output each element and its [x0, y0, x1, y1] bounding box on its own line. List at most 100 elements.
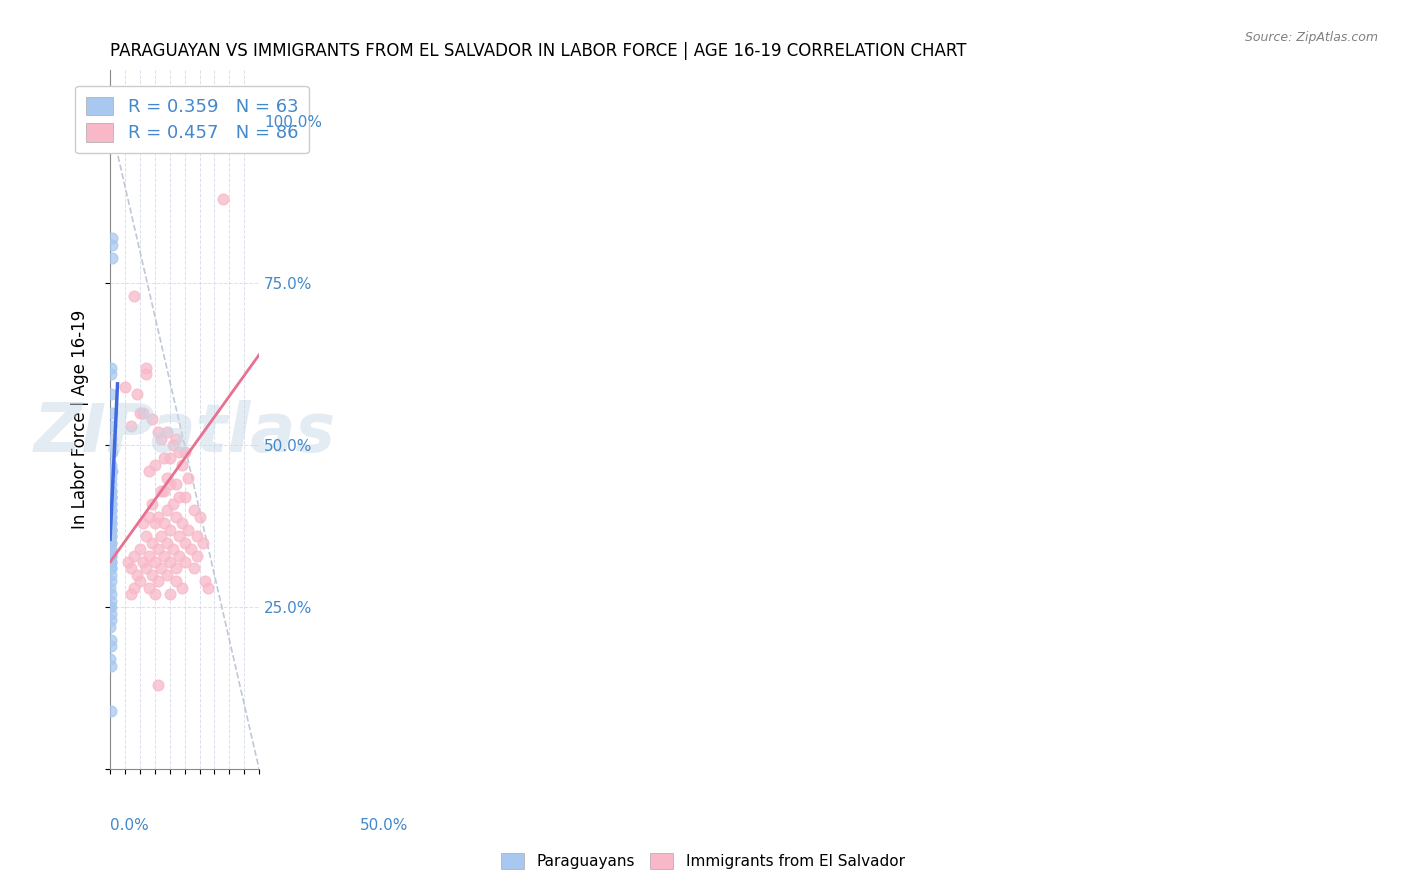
- Point: [141, 497, 163, 511]
- Point: [149, 483, 172, 498]
- Point: [122, 289, 145, 303]
- Point: [100, 561, 122, 575]
- Point: [100, 490, 122, 504]
- Point: [100, 509, 122, 524]
- Point: [141, 568, 163, 582]
- Point: [167, 549, 190, 563]
- Point: [100, 509, 122, 524]
- Point: [156, 535, 179, 549]
- Y-axis label: In Labor Force | Age 16-19: In Labor Force | Age 16-19: [72, 310, 89, 529]
- Point: [100, 549, 122, 563]
- Point: [138, 549, 160, 563]
- Point: [100, 438, 122, 452]
- Point: [165, 477, 187, 491]
- Point: [100, 490, 122, 504]
- Text: 50.0%: 50.0%: [360, 818, 408, 833]
- Point: [100, 464, 122, 478]
- Point: [100, 128, 122, 142]
- Point: [152, 483, 174, 498]
- Point: [128, 574, 150, 589]
- Point: [132, 406, 155, 420]
- Point: [100, 574, 122, 589]
- Point: [100, 535, 122, 549]
- Point: [125, 386, 148, 401]
- Point: [100, 549, 122, 563]
- Point: [146, 574, 169, 589]
- Point: [146, 509, 169, 524]
- Point: [100, 237, 122, 252]
- Point: [212, 192, 235, 206]
- Point: [191, 535, 214, 549]
- Point: [100, 516, 122, 530]
- Point: [159, 555, 181, 569]
- Point: [186, 529, 208, 543]
- Point: [100, 523, 122, 537]
- Point: [143, 458, 166, 472]
- Point: [152, 516, 174, 530]
- Point: [180, 542, 202, 557]
- Point: [143, 587, 166, 601]
- Point: [101, 445, 124, 459]
- Point: [165, 574, 187, 589]
- Point: [101, 251, 124, 265]
- Point: [167, 529, 190, 543]
- Point: [100, 613, 122, 627]
- Point: [176, 523, 198, 537]
- Point: [146, 542, 169, 557]
- Point: [100, 406, 122, 420]
- Point: [173, 555, 195, 569]
- Point: [100, 594, 122, 608]
- Point: [100, 516, 122, 530]
- Point: [197, 581, 219, 595]
- Point: [143, 516, 166, 530]
- Point: [100, 607, 122, 621]
- Point: [114, 380, 136, 394]
- Point: [100, 542, 122, 557]
- Point: [117, 555, 139, 569]
- Point: [159, 477, 181, 491]
- Point: [122, 549, 145, 563]
- Point: [122, 581, 145, 595]
- Point: [165, 509, 187, 524]
- Point: [100, 600, 122, 615]
- Point: [100, 600, 122, 615]
- Point: [149, 529, 172, 543]
- Point: [176, 471, 198, 485]
- Point: [186, 549, 208, 563]
- Point: [100, 490, 122, 504]
- Point: [138, 509, 160, 524]
- Point: [100, 555, 122, 569]
- Point: [100, 529, 122, 543]
- Point: [100, 581, 122, 595]
- Point: [156, 503, 179, 517]
- Point: [100, 523, 122, 537]
- Point: [183, 503, 205, 517]
- Point: [132, 555, 155, 569]
- Point: [135, 367, 157, 381]
- Point: [100, 386, 122, 401]
- Point: [170, 581, 193, 595]
- Point: [159, 523, 181, 537]
- Text: 0.0%: 0.0%: [110, 818, 149, 833]
- Point: [141, 412, 163, 426]
- Point: [100, 561, 122, 575]
- Point: [120, 561, 142, 575]
- Point: [100, 632, 122, 647]
- Point: [173, 535, 195, 549]
- Point: [100, 471, 122, 485]
- Point: [100, 503, 122, 517]
- Point: [135, 561, 157, 575]
- Point: [143, 555, 166, 569]
- Point: [100, 432, 122, 446]
- Legend: R = 0.359   N = 63, R = 0.457   N = 86: R = 0.359 N = 63, R = 0.457 N = 86: [75, 86, 309, 153]
- Point: [183, 561, 205, 575]
- Point: [132, 516, 155, 530]
- Point: [120, 419, 142, 434]
- Point: [100, 503, 122, 517]
- Point: [100, 419, 122, 434]
- Point: [146, 425, 169, 440]
- Point: [100, 497, 122, 511]
- Point: [156, 425, 179, 440]
- Point: [128, 406, 150, 420]
- Point: [173, 445, 195, 459]
